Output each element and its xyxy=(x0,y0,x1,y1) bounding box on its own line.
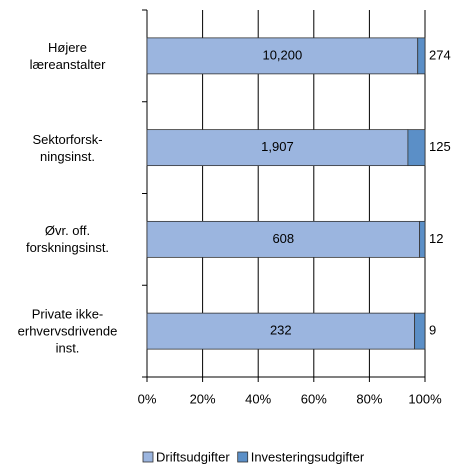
x-tick-label: 100% xyxy=(408,391,442,406)
x-tick-label: 0% xyxy=(138,391,157,406)
data-label: 125 xyxy=(429,139,451,154)
y-tick-label: Private ikke- erhvervsdrivende inst. xyxy=(17,306,118,356)
x-tick-label: 40% xyxy=(245,391,271,406)
data-label: 608 xyxy=(272,231,294,246)
legend-label: Investeringsudgifter xyxy=(251,449,365,464)
legend-swatch xyxy=(142,451,154,463)
bar-segment xyxy=(146,37,419,75)
data-label: 10,200 xyxy=(262,47,302,62)
bar-segment xyxy=(419,220,426,258)
bar-segment xyxy=(146,220,421,258)
x-tick-label: 80% xyxy=(356,391,382,406)
data-label: 9 xyxy=(429,323,436,338)
bar-segment xyxy=(146,129,409,167)
legend-swatch xyxy=(237,451,249,463)
bar-segment xyxy=(407,129,426,167)
data-label: 232 xyxy=(270,323,292,338)
legend-label: Driftsudgifter xyxy=(156,449,230,464)
data-label: 274 xyxy=(429,47,451,62)
y-tick-label: Højere læreanstalter xyxy=(29,39,106,72)
x-tick-label: 20% xyxy=(190,391,216,406)
data-label: 12 xyxy=(429,231,443,246)
bar-segment xyxy=(414,312,426,350)
y-tick-label: Øvr. off. forskningsinst. xyxy=(25,223,110,256)
y-tick-label: Sektorforsk- ningsinst. xyxy=(32,131,103,164)
bar-segment xyxy=(417,37,426,75)
x-tick-label: 60% xyxy=(301,391,327,406)
bar-segment xyxy=(146,312,416,350)
data-label: 1,907 xyxy=(261,139,294,154)
